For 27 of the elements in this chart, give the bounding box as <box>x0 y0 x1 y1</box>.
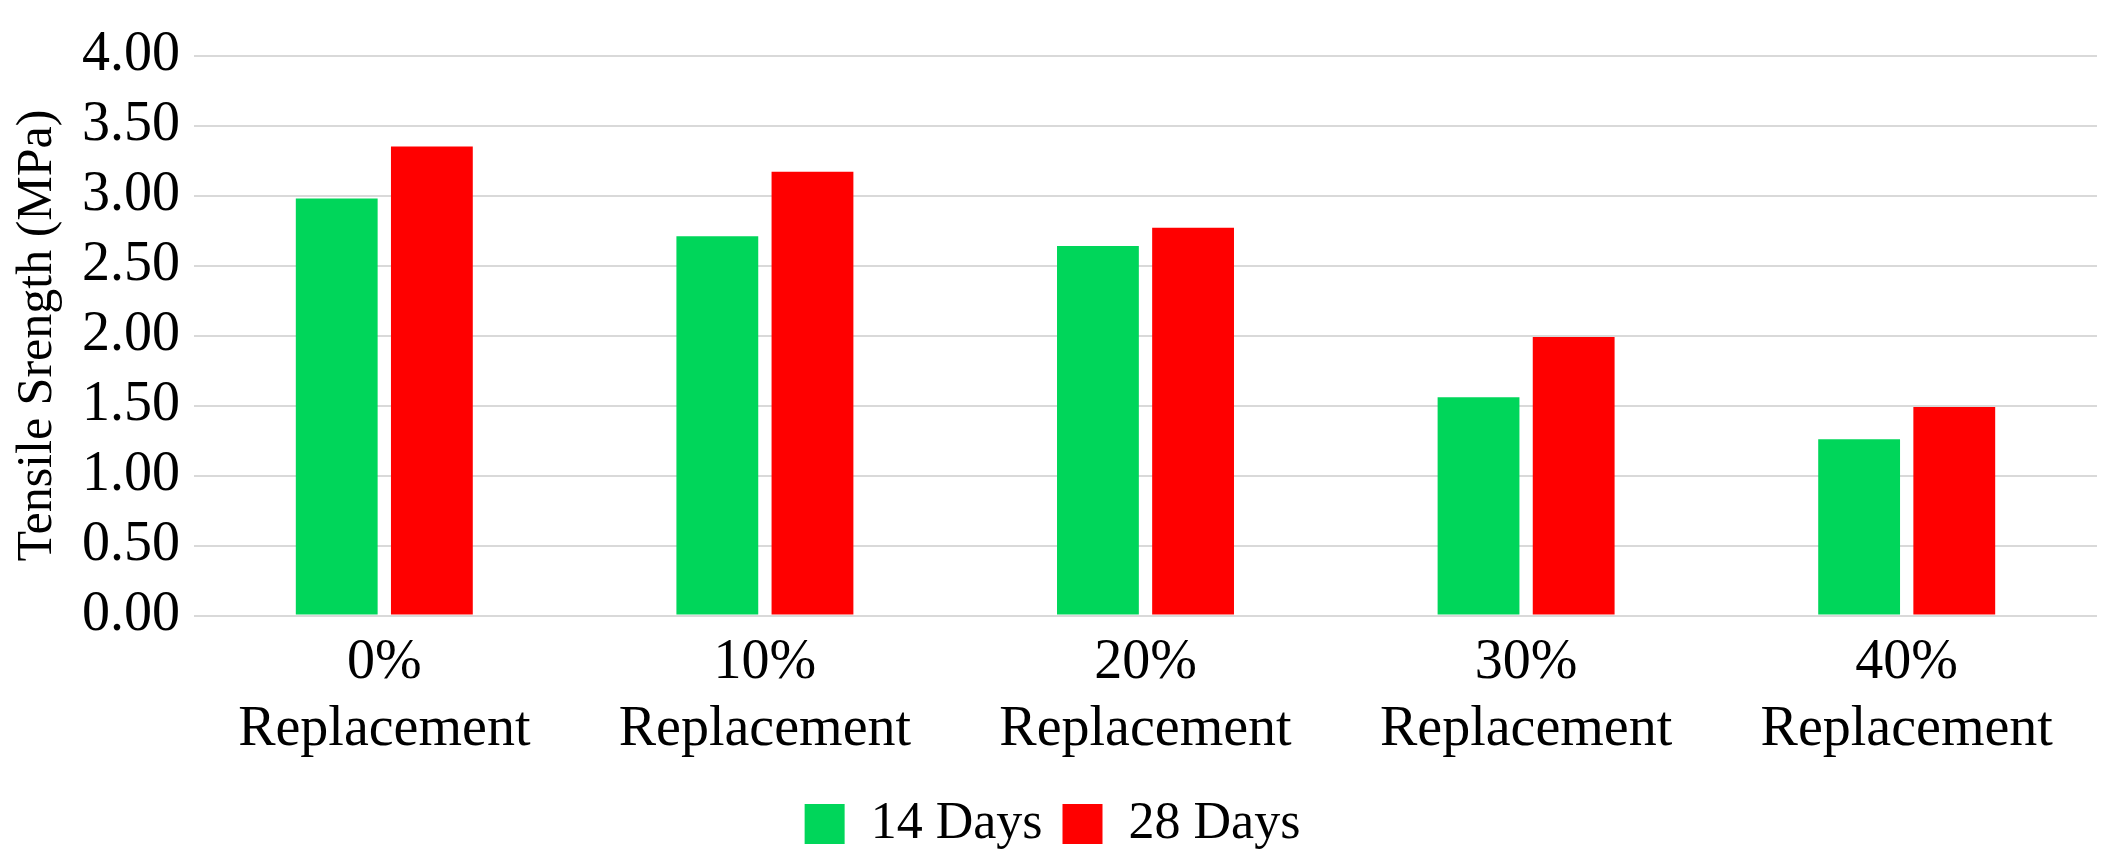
y-tick-label: 0.50 <box>82 510 180 573</box>
y-tick-label: 3.00 <box>82 160 180 223</box>
y-tick-label: 2.50 <box>82 230 180 293</box>
x-tick-label: 0% Replacement <box>238 627 531 758</box>
bar <box>295 198 378 615</box>
y-axis-title: Tensile Srength (MPa) <box>6 109 63 562</box>
legend-label: 28 Days <box>1128 791 1301 849</box>
y-tick-label: 0.00 <box>82 580 180 643</box>
x-tick-label: 30% Replacement <box>1379 627 1673 758</box>
bar <box>676 236 759 615</box>
bar <box>1437 397 1520 615</box>
bar <box>1532 337 1615 615</box>
y-tick-label: 2.00 <box>82 300 180 363</box>
bar <box>1913 407 1996 615</box>
bar <box>771 171 854 615</box>
bar <box>1152 227 1234 615</box>
y-tick-label: 3.50 <box>82 90 180 153</box>
bar <box>1057 246 1139 615</box>
bar <box>390 146 473 615</box>
x-tick-label: 20% Replacement <box>999 627 1293 758</box>
y-tick-label: 1.00 <box>82 440 180 503</box>
bar <box>1818 439 1901 615</box>
y-tick-label: 1.50 <box>82 370 180 433</box>
legend-label: 14 Days <box>870 791 1043 849</box>
x-tick-label: 40% Replacement <box>1760 627 2054 758</box>
x-tick-label: 10% Replacement <box>618 627 912 758</box>
y-tick-label: 4.00 <box>82 20 180 83</box>
